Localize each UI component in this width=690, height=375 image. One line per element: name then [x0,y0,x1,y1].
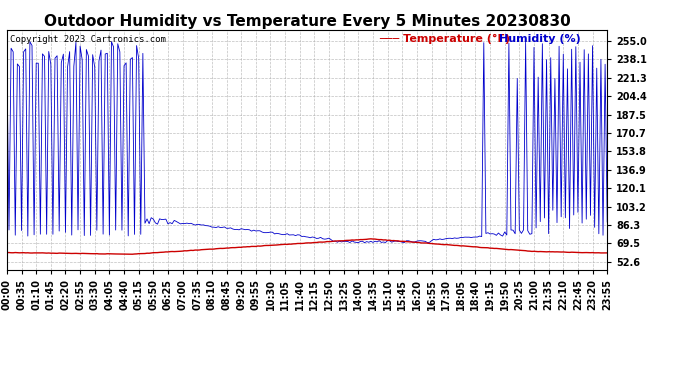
Text: Copyright 2023 Cartronics.com: Copyright 2023 Cartronics.com [10,35,166,44]
Text: ─── Temperature (°F): ─── Temperature (°F) [379,34,510,44]
Title: Outdoor Humidity vs Temperature Every 5 Minutes 20230830: Outdoor Humidity vs Temperature Every 5 … [43,14,571,29]
Text: Humidity (%): Humidity (%) [499,34,581,44]
